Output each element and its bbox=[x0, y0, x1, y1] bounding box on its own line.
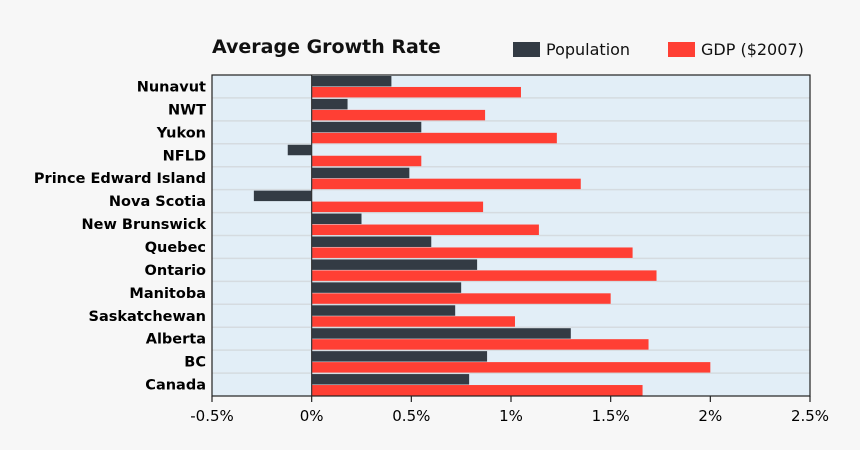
bar-gdp bbox=[311, 293, 611, 304]
bar-population bbox=[311, 259, 478, 270]
bar-population bbox=[311, 351, 488, 362]
bar-population bbox=[287, 144, 312, 156]
bar-gdp bbox=[311, 109, 486, 121]
bar-population bbox=[311, 282, 462, 293]
category-label: Nunavut bbox=[137, 79, 206, 95]
bar-population bbox=[311, 374, 470, 385]
category-label: Canada bbox=[145, 378, 206, 394]
bar-gdp bbox=[311, 270, 657, 281]
bar-population bbox=[311, 167, 410, 179]
category-label: NWT bbox=[168, 102, 206, 118]
x-tick-label: 2% bbox=[698, 407, 722, 425]
legend-label-gdp: GDP ($2007) bbox=[701, 40, 804, 59]
chart-title: Average Growth Rate bbox=[212, 36, 441, 58]
bar-gdp bbox=[311, 316, 515, 327]
category-label: Quebec bbox=[145, 240, 206, 256]
category-label: Ontario bbox=[145, 263, 206, 279]
legend-item-gdp: GDP ($2007) bbox=[668, 40, 804, 59]
x-tick-label: 0.5% bbox=[392, 407, 430, 425]
bar-population bbox=[253, 190, 312, 202]
category-label: Manitoba bbox=[129, 286, 206, 302]
legend-label-population: Population bbox=[546, 40, 631, 59]
category-label: Yukon bbox=[156, 125, 206, 141]
legend-item-population: Population bbox=[513, 40, 630, 59]
bar-population bbox=[311, 76, 392, 87]
bar-population bbox=[311, 305, 456, 316]
bar-gdp bbox=[311, 201, 484, 213]
category-label: Saskatchewan bbox=[89, 309, 206, 325]
bar-gdp bbox=[311, 247, 633, 258]
bar-gdp bbox=[311, 224, 539, 235]
bar-gdp bbox=[311, 86, 521, 98]
bar-gdp bbox=[311, 178, 581, 190]
category-label: Nova Scotia bbox=[109, 194, 206, 210]
legend-swatch-population bbox=[513, 42, 540, 57]
bar-population bbox=[311, 328, 571, 339]
bar-population bbox=[311, 236, 432, 247]
x-tick-label: 2.5% bbox=[791, 407, 829, 425]
x-tick-label: -0.5% bbox=[190, 407, 234, 425]
category-label: BC bbox=[184, 355, 206, 371]
bar-gdp bbox=[311, 362, 711, 373]
bar-population bbox=[311, 213, 362, 225]
category-label: New Brunswick bbox=[82, 217, 207, 233]
bar-population bbox=[311, 121, 422, 133]
category-label: NFLD bbox=[163, 148, 206, 164]
bar-gdp bbox=[311, 155, 422, 167]
bar-gdp bbox=[311, 339, 649, 350]
x-tick-label: 1% bbox=[499, 407, 523, 425]
bar-gdp bbox=[311, 132, 557, 144]
x-tick-label: 0% bbox=[300, 407, 324, 425]
bar-gdp bbox=[311, 385, 643, 396]
x-tick-label: 1.5% bbox=[592, 407, 630, 425]
bar-population bbox=[311, 98, 348, 110]
category-label: Prince Edward Island bbox=[34, 171, 206, 187]
legend-swatch-gdp bbox=[668, 42, 695, 57]
category-label: Alberta bbox=[146, 332, 206, 348]
